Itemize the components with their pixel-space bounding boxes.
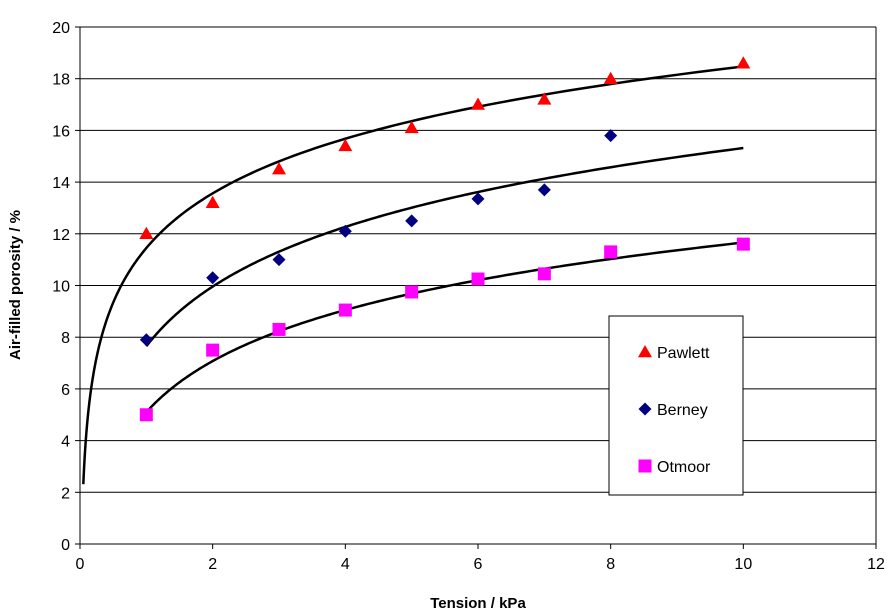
data-point-berney — [471, 192, 485, 206]
data-point-berney — [139, 333, 153, 347]
data-point-berney — [206, 271, 220, 285]
y-tick-label-8: 8 — [61, 330, 70, 347]
data-point-berney — [338, 224, 352, 238]
data-point-otmoor — [405, 285, 419, 299]
x-tick-label-6: 6 — [474, 556, 483, 573]
trendline-layer — [82, 65, 744, 485]
legend-marker-berney — [638, 402, 652, 416]
y-tick-label-4: 4 — [61, 434, 70, 451]
data-point-pawlett — [139, 226, 154, 240]
y-tick-label-12: 12 — [52, 227, 70, 244]
data-point-pawlett — [205, 195, 220, 209]
y-tick-label-2: 2 — [61, 485, 70, 502]
legend-marker-pawlett — [638, 345, 652, 358]
marks-layer — [139, 56, 751, 422]
y-tick-label-6: 6 — [61, 382, 70, 399]
legend-marker-otmoor — [638, 459, 652, 473]
data-point-otmoor — [736, 237, 750, 251]
x-tick-label-2: 2 — [208, 556, 217, 573]
data-point-berney — [272, 253, 286, 267]
data-point-pawlett — [338, 138, 353, 152]
x-tick-label-4: 4 — [341, 556, 350, 573]
y-tick-label-10: 10 — [52, 279, 70, 296]
trendline-otmoor — [145, 241, 744, 414]
y-tick-label-0: 0 — [61, 537, 70, 554]
trendline-berney — [145, 146, 744, 348]
data-point-pawlett — [603, 71, 618, 84]
legend: Pawlett Berney Otmoor — [608, 315, 744, 496]
legend-label-pawlett: Pawlett — [657, 345, 710, 362]
trendline-pawlett — [82, 65, 744, 485]
data-point-otmoor — [471, 272, 485, 286]
data-point-otmoor — [206, 343, 220, 357]
y-axis-title: Air-filled porosity / % — [7, 210, 24, 360]
data-point-otmoor — [604, 245, 618, 259]
data-point-otmoor — [139, 408, 153, 422]
data-point-pawlett — [537, 92, 552, 105]
y-tick-label-20: 20 — [52, 20, 70, 37]
data-point-berney — [405, 214, 419, 228]
tick-label-layer: 0 2 4 6 8 10 12 14 16 18 20 0 2 4 6 8 10 12 — [52, 20, 885, 573]
legend-label-berney: Berney — [657, 402, 708, 419]
data-point-pawlett — [272, 162, 286, 175]
data-point-pawlett — [471, 97, 485, 110]
y-tick-label-18: 18 — [52, 72, 70, 89]
x-axis-title: Tension / kPa — [430, 595, 526, 612]
x-tick-label-12: 12 — [867, 556, 885, 573]
x-tick-label-0: 0 — [76, 556, 85, 573]
y-tick-label-16: 16 — [52, 123, 70, 140]
x-tick-label-10: 10 — [734, 556, 752, 573]
y-tick-label-14: 14 — [52, 175, 70, 192]
x-tick-label-8: 8 — [606, 556, 615, 573]
data-point-otmoor — [537, 267, 551, 281]
legend-label-otmoor: Otmoor — [657, 459, 711, 476]
grid-layer — [80, 26, 876, 493]
data-point-otmoor — [272, 322, 286, 336]
data-point-berney — [604, 129, 618, 143]
legend-box — [608, 315, 744, 496]
data-point-otmoor — [338, 303, 352, 317]
data-point-berney — [537, 183, 551, 197]
data-point-pawlett — [404, 120, 419, 134]
axes-layer — [75, 26, 877, 549]
data-point-pawlett — [736, 56, 751, 69]
